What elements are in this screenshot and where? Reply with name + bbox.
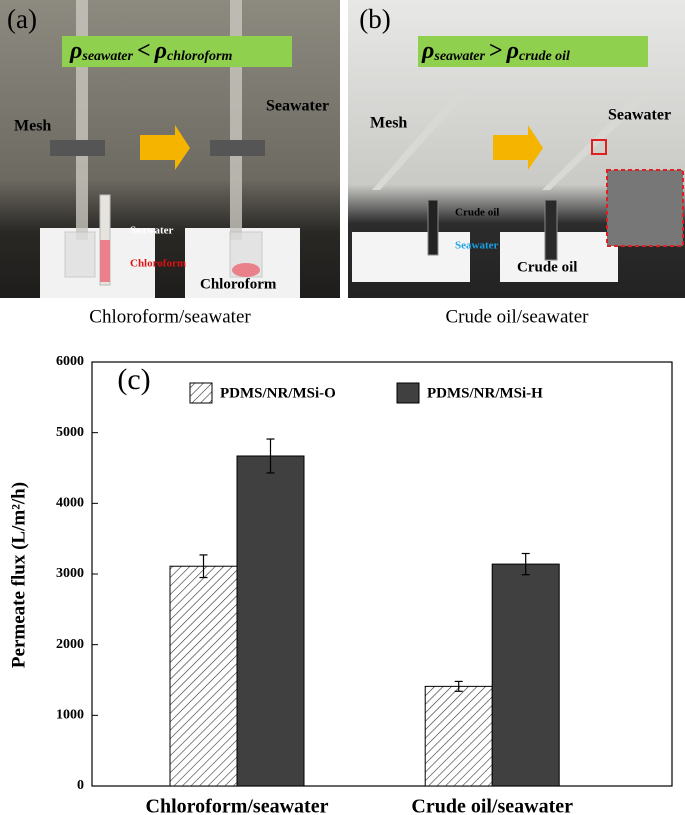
label-seawater: Seawater <box>608 107 671 124</box>
rho: ρ <box>421 38 434 64</box>
rho: ρ <box>69 38 82 64</box>
photo-panels: (a) ρseawater < ρchloroform Mesh Seawater … <box>0 0 685 327</box>
x-tick-label: Chloroform/seawater <box>146 796 329 815</box>
subscript: crude oil <box>519 49 570 64</box>
formula-box <box>418 36 648 67</box>
panel-label: (c) <box>117 363 150 396</box>
label-crude-oil: Crude oil <box>517 259 577 275</box>
label-seawater-small: Seawater <box>455 240 498 252</box>
clamp <box>210 140 265 156</box>
operator: > <box>489 38 503 64</box>
bar <box>169 565 238 787</box>
y-tick-label: 2000 <box>56 637 84 652</box>
y-tick-label: 4000 <box>56 496 84 511</box>
operator: < <box>137 38 151 64</box>
bar <box>236 455 305 787</box>
paper <box>500 232 618 282</box>
clamp <box>50 140 105 156</box>
y-tick-label: 1000 <box>56 708 84 723</box>
inset-marker <box>591 139 607 155</box>
label-crude-oil-small: Crude oil <box>455 207 499 219</box>
paper <box>352 232 470 282</box>
caption: Crude oil/seawater <box>446 306 590 327</box>
legend-label: PDMS/NR/MSi-H <box>427 385 543 401</box>
formula-box <box>62 36 292 67</box>
legend-label: PDMS/NR/MSi-O <box>220 385 336 401</box>
bar <box>491 563 560 787</box>
chart: (c) Permeate flux (L/m²/h) 0 1000 2000 3000… <box>8 354 673 815</box>
rho: ρ <box>506 38 519 64</box>
caption: Chloroform/seawater <box>89 306 251 327</box>
cylinder <box>427 199 439 256</box>
y-tick-label: 3000 <box>56 566 84 581</box>
beaker <box>64 231 96 278</box>
rho: ρ <box>154 38 167 64</box>
label-seawater: Seawater <box>266 98 329 115</box>
label-seawater-small: Seawater <box>130 225 173 237</box>
y-tick-label: 0 <box>77 778 84 793</box>
tube <box>372 86 470 190</box>
x-tick-label: Crude oil/seawater <box>411 796 573 815</box>
label-chloroform: Chloroform <box>200 276 277 292</box>
cylinder <box>544 199 558 261</box>
subscript: chloroform <box>167 49 232 64</box>
subscript: seawater <box>433 49 485 64</box>
label-mesh: Mesh <box>370 115 407 132</box>
panel-label: (b) <box>359 4 390 34</box>
y-axis-title: Permeate flux (L/m²/h) <box>8 482 29 668</box>
formula: ρseawater < ρchloroform <box>69 38 232 65</box>
inset <box>606 169 684 247</box>
label-chloroform-small: Chloroform <box>130 258 186 270</box>
legend-swatch <box>189 382 213 404</box>
label-mesh: Mesh <box>14 118 51 135</box>
chloroform-liquid <box>100 240 110 282</box>
formula: ρseawater > ρcrude oil <box>421 38 570 65</box>
y-tick-label: 6000 <box>56 354 84 369</box>
arrow <box>140 125 190 170</box>
subscript: seawater <box>81 49 133 64</box>
panel-label: (a) <box>7 4 37 34</box>
y-tick-label: 5000 <box>56 425 84 440</box>
arrow <box>493 125 543 170</box>
paper <box>40 228 155 298</box>
legend-swatch <box>396 382 420 404</box>
chloroform-liquid <box>232 263 260 277</box>
bar <box>424 685 493 787</box>
